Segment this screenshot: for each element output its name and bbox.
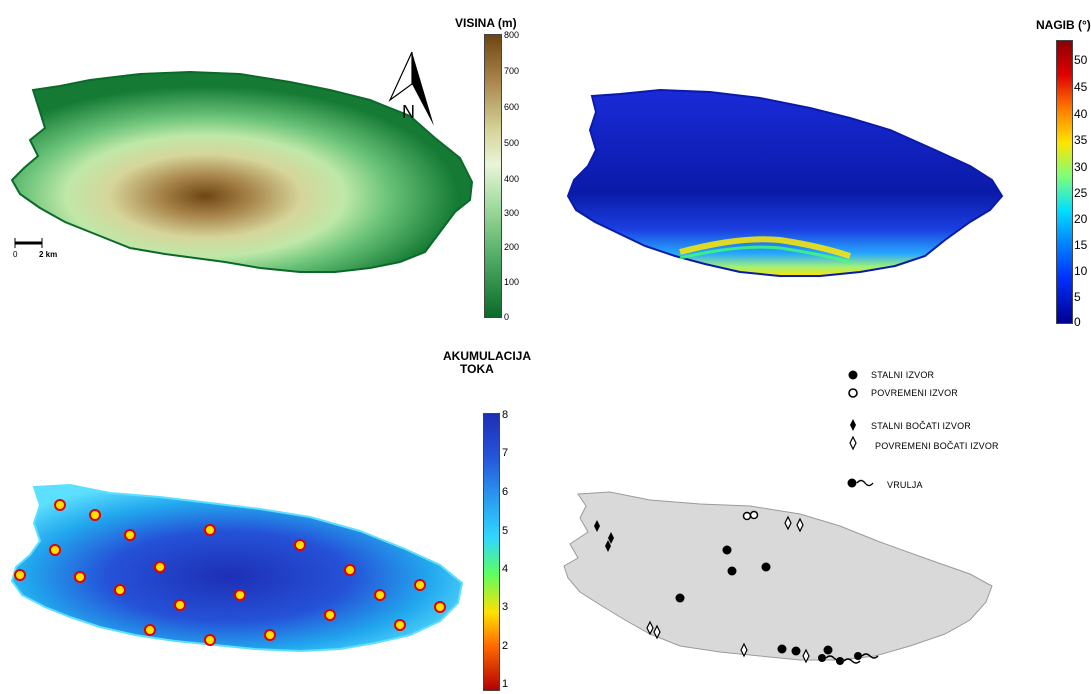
flow-tick: 3: [502, 601, 509, 613]
brackish-spring-markers: [594, 520, 614, 552]
elevation-tick: 100: [504, 277, 520, 287]
flow-tick: 4: [502, 563, 509, 575]
open-circle-icon: [848, 388, 858, 398]
submarine-spring-icon: [847, 478, 874, 488]
north-arrow-icon: [388, 51, 434, 126]
flow-legend-title-line2: TOKA: [460, 362, 494, 376]
north-label: N: [402, 102, 415, 122]
slope-tick: 35: [1074, 133, 1088, 147]
elevation-map: [10, 51, 474, 273]
slope-ridge-band: [679, 236, 851, 259]
temporary-brackish-spring-markers: [646, 515, 810, 664]
filled-diamond-icon: [850, 419, 856, 431]
legend-label: POVREMENI IZVOR: [871, 388, 959, 398]
island-slope-shape: [566, 88, 1004, 277]
legend-label: STALNI BOČATI IZVOR: [871, 421, 971, 431]
elevation-tick: 800: [504, 30, 520, 40]
elevation-tick: 600: [504, 102, 520, 112]
slope-tick: 10: [1074, 264, 1088, 278]
elevation-map-panel: 0 2 km N VISINA (m) 800 700 600 500 400 …: [0, 0, 540, 330]
springs-map: [563, 491, 993, 665]
flow-color-bar: [483, 413, 500, 691]
slope-tick: 15: [1074, 238, 1088, 252]
flow-tick: 1: [502, 678, 509, 690]
legend-label: POVREMENI BOČATI IZVOR: [875, 441, 999, 451]
slope-legend-title: NAGIB (°): [1036, 18, 1091, 32]
temporary-spring-markers: [742, 510, 759, 521]
elevation-tick: 300: [504, 208, 520, 218]
slope-tick: 5: [1074, 290, 1081, 304]
slope-tick: 30: [1074, 160, 1088, 174]
elevation-tick: 500: [504, 138, 520, 148]
island-elevation-shape: [10, 70, 474, 273]
slope-color-bar: [1056, 40, 1073, 324]
scale-bar: [14, 238, 43, 248]
flow-tick: 5: [502, 525, 509, 537]
flow-legend-title-line1: AKUMULACIJA: [443, 349, 531, 363]
scale-bar-end-label: 2 km: [39, 250, 58, 259]
slope-map-panel: NAGIB (°) 50 45 40 35 30 25 20 15 10 5 0: [540, 0, 1091, 330]
elevation-tick: 200: [504, 242, 520, 252]
elevation-tick: 700: [504, 66, 520, 76]
flow-accumulation-panel: AKUMULACIJA TOKA 8 7 6 5 4 3 2 1: [0, 345, 540, 694]
scale-bar-start-label: 0: [13, 250, 18, 259]
flow-tick: 8: [502, 409, 509, 421]
permanent-spring-markers: [675, 545, 833, 656]
open-diamond-icon: [849, 435, 857, 451]
flow-accumulation-map: [10, 483, 464, 653]
springs-map-panel: STALNI IZVOR POVREMENI IZVOR STALNI BOČA…: [540, 330, 1091, 694]
legend-label: STALNI IZVOR: [871, 370, 935, 380]
slope-tick: 50: [1074, 53, 1088, 67]
elevation-tick: 0: [504, 312, 510, 322]
flow-hotspots: [14, 499, 446, 646]
filled-circle-icon: [848, 370, 858, 380]
slope-tick: 0: [1074, 315, 1081, 329]
slope-tick: 45: [1074, 80, 1088, 94]
elevation-legend-title: VISINA (m): [455, 16, 517, 30]
slope-tick: 40: [1074, 107, 1088, 121]
slope-tick: 20: [1074, 212, 1088, 226]
island-flow-shape: [10, 483, 464, 653]
slope-ridge-band: [679, 245, 851, 264]
slope-map: [566, 88, 1004, 277]
elevation-color-bar: [484, 34, 502, 318]
flow-tick: 7: [502, 447, 509, 459]
slope-tick: 25: [1074, 186, 1088, 200]
flow-tick: 6: [502, 486, 509, 498]
island-outline-shape: [563, 491, 993, 661]
submarine-spring-markers: [818, 652, 879, 665]
flow-tick: 2: [502, 640, 509, 652]
legend-label: VRULJA: [887, 480, 923, 490]
elevation-tick: 400: [504, 174, 520, 184]
